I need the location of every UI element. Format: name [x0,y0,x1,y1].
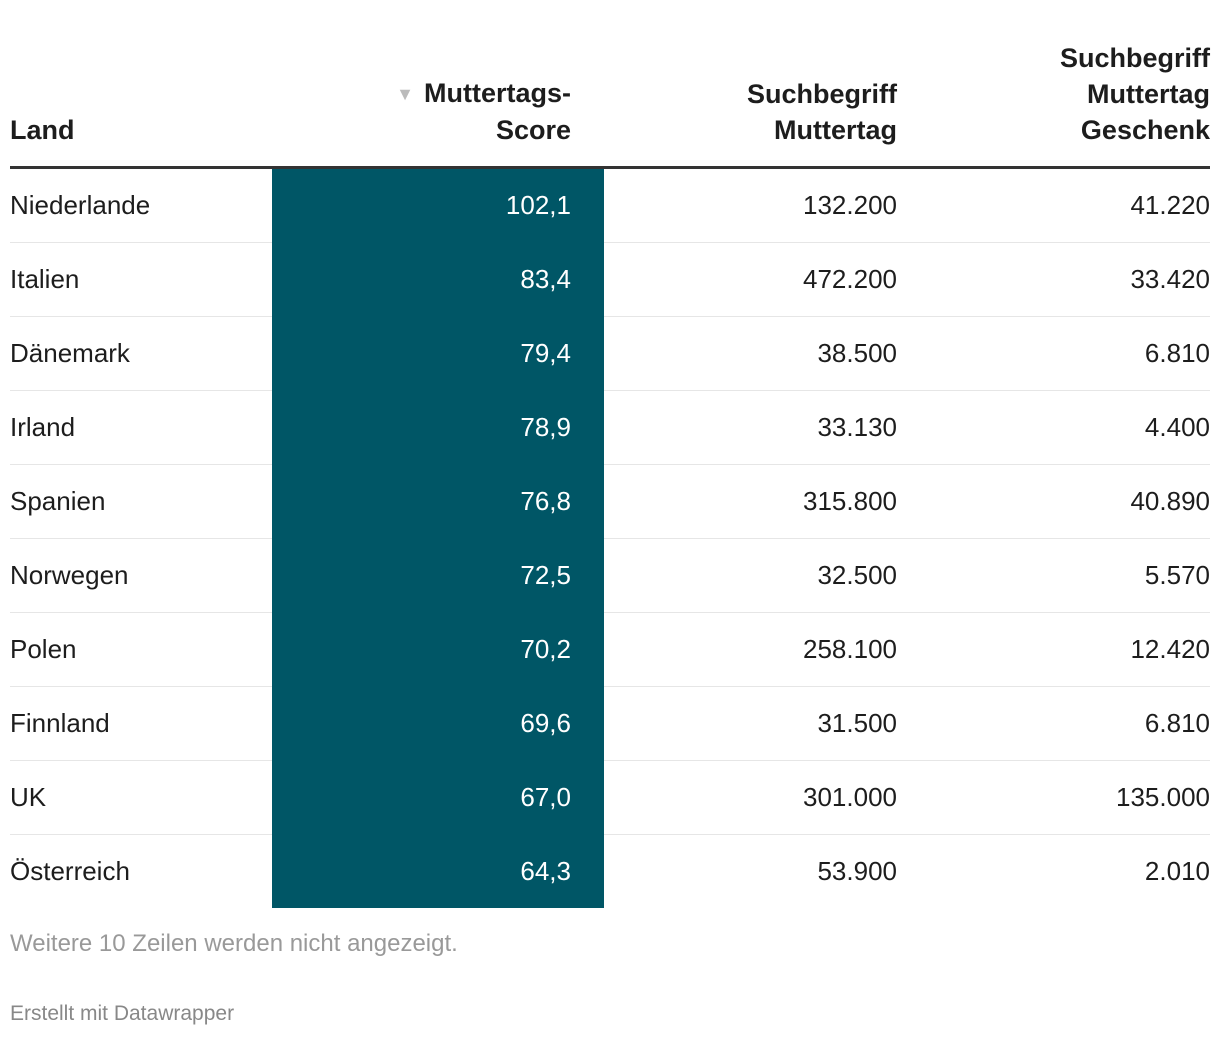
cell-score: 69,6 [272,686,604,761]
cell-suchbegriff-muttertag: 31.500 [604,686,897,761]
cell-land: Irland [10,390,272,465]
sort-descending-icon: ▼ [396,84,414,104]
cell-score: 102,1 [272,167,604,243]
cell-score: 83,4 [272,242,604,317]
cell-suchbegriff-muttertag: 38.500 [604,316,897,391]
cell-score: 72,5 [272,538,604,613]
table-row: Polen 70,2 258.100 12.420 [10,612,1210,687]
cell-land: UK [10,760,272,835]
cell-land: Polen [10,612,272,687]
cell-score: 76,8 [272,464,604,539]
cell-score: 78,9 [272,390,604,465]
cell-suchbegriff-muttertag: 301.000 [604,760,897,835]
cell-suchbegriff-geschenk: 2.010 [1144,856,1210,886]
table-row: Dänemark 79,4 38.500 6.810 [10,316,1210,391]
cell-land: Niederlande [10,167,272,243]
cell-suchbegriff-geschenk: 33.420 [897,242,1210,317]
cell-suchbegriff-muttertag: 132.200 [604,167,897,243]
cell-score: 70,2 [272,612,604,687]
table-row: Irland 78,9 33.130 4.400 [10,390,1210,465]
cell-suchbegriff-geschenk: 40.890 [897,464,1210,539]
cell-score: 64,3 [272,834,604,908]
header-score[interactable]: ▼ Muttertags- Score [272,40,604,169]
cell-land: Norwegen [10,538,272,613]
table-row: Spanien 76,8 315.800 40.890 [10,464,1210,539]
cell-suchbegriff-muttertag: 33.130 [604,390,897,465]
cell-land: Dänemark [10,316,272,391]
table-row: UK 67,0 301.000 135.000 [10,760,1210,835]
header-suchbegriff-geschenk[interactable]: Suchbegriff Muttertag Geschenk [897,40,1210,169]
table-row: Finnland 69,6 31.500 6.810 [10,686,1210,761]
cell-suchbegriff-geschenk: 41.220 [897,167,1210,243]
hidden-rows-note: Weitere 10 Zeilen werden nicht angezeigt… [10,930,458,957]
table-row: Österreich 64,3 53.900 2.010 [10,834,1210,908]
cell-suchbegriff-geschenk: 4.400 [897,390,1210,465]
cell-land: Spanien [10,464,272,539]
cell-suchbegriff-geschenk: 12.420 [897,612,1210,687]
table-row: Norwegen 72,5 32.500 5.570 [10,538,1210,613]
credit-link[interactable]: Erstellt mit Datawrapper [10,1002,235,1025]
cell-suchbegriff-muttertag: 53.900 [817,856,897,886]
cell-suchbegriff-geschenk: 5.570 [897,538,1210,613]
cell-land: Österreich [10,856,130,886]
cell-score: 67,0 [272,760,604,835]
header-row: Land ▼ Muttertags- Score Suchbegriff Mutt… [10,40,1210,169]
cell-suchbegriff-geschenk: 6.810 [897,316,1210,391]
table-row: Niederlande 102,1 132.200 41.220 [10,167,1210,243]
header-land[interactable]: Land [10,40,272,169]
data-table: Land ▼ Muttertags- Score Suchbegriff Mutt… [10,40,1210,908]
table-row: Italien 83,4 472.200 33.420 [10,242,1210,317]
cell-suchbegriff-muttertag: 258.100 [604,612,897,687]
cell-suchbegriff-muttertag: 32.500 [604,538,897,613]
cell-suchbegriff-geschenk: 135.000 [897,760,1210,835]
cell-suchbegriff-geschenk: 6.810 [897,686,1210,761]
cell-score: 79,4 [272,316,604,391]
header-suchbegriff-muttertag[interactable]: Suchbegriff Muttertag [604,40,897,169]
cell-land: Finnland [10,686,272,761]
cell-suchbegriff-muttertag: 472.200 [604,242,897,317]
cell-suchbegriff-muttertag: 315.800 [604,464,897,539]
cell-land: Italien [10,242,272,317]
